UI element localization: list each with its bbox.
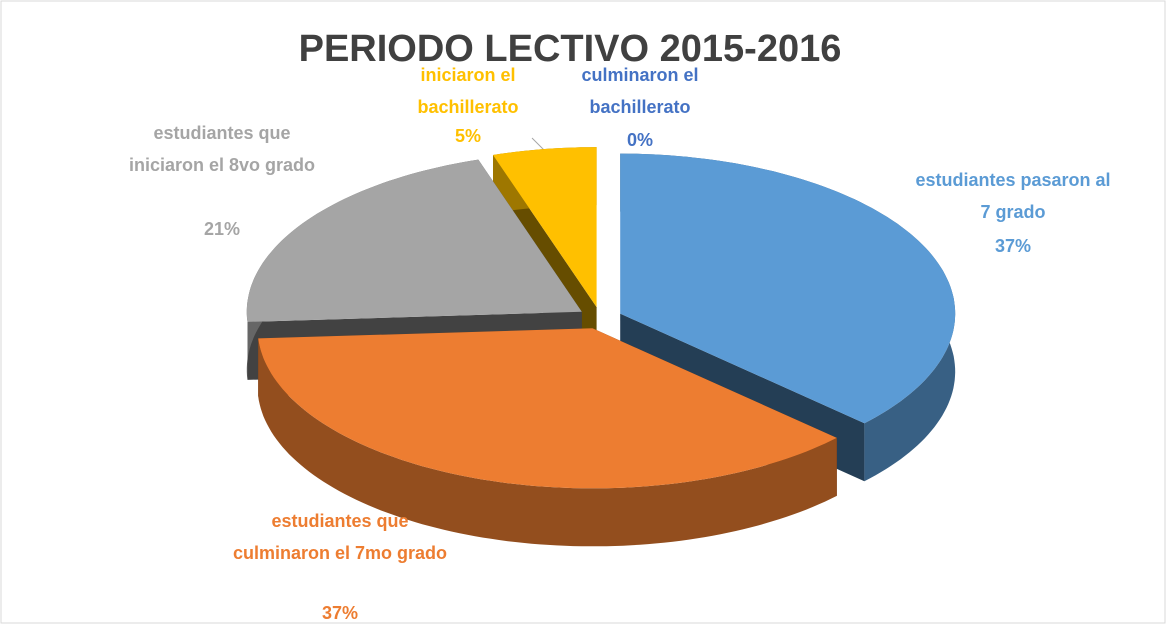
data-label-category: culminaron el bachillerato — [581, 65, 699, 117]
data-label-value: 37% — [321, 603, 359, 623]
data-label-value: 21% — [203, 219, 241, 239]
data-label-category: estudiantes que culminaron el 7mo grado — [232, 511, 448, 563]
slice-side — [258, 338, 837, 547]
data-label-category: iniciaron el bachillerato — [417, 65, 519, 117]
data-label-value: 0% — [626, 130, 653, 150]
data-label-category: estudiantes pasaron al 7 grado — [915, 170, 1111, 222]
slice — [258, 328, 837, 489]
chart-title: PERIODO LECTIVO 2015-2016 — [298, 28, 842, 70]
data-label-value: 37% — [994, 236, 1032, 256]
data-label-category: estudiantes que iniciaron el 8vo grado — [128, 123, 316, 175]
data-label-value: 5% — [454, 126, 481, 146]
slice — [493, 147, 597, 308]
slice — [246, 159, 582, 322]
slice — [620, 153, 956, 424]
